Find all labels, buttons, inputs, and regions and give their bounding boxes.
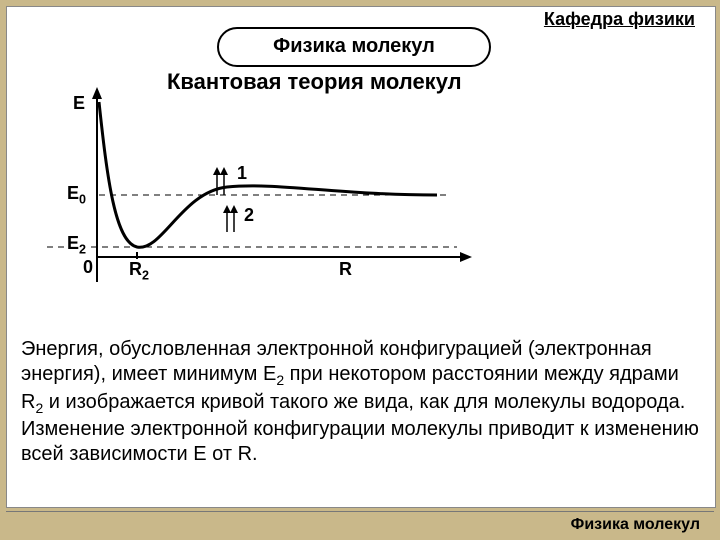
department-label: Кафедра физики xyxy=(544,9,695,30)
p1c: и изображается кривой такого же вида, ка… xyxy=(21,391,699,466)
x-axis-arrow xyxy=(460,252,472,262)
r2-label: R2 xyxy=(127,259,151,283)
e2-text: E xyxy=(67,233,79,253)
e2-sub: 2 xyxy=(79,243,86,257)
x-axis-label: R xyxy=(337,259,354,280)
chart-svg xyxy=(37,87,477,287)
body-text: Энергия, обусловленная электронной конфи… xyxy=(21,337,701,467)
e0-sub: 0 xyxy=(79,193,86,207)
r2-text: R xyxy=(129,259,142,279)
e0-text: E xyxy=(67,183,79,203)
y-axis-label: E xyxy=(71,93,87,114)
y-axis-arrow xyxy=(92,87,102,99)
arrow1-head-a xyxy=(213,167,221,175)
footer-divider xyxy=(6,511,714,512)
footer-text: Физика молекул xyxy=(571,516,700,534)
arrow1-head-b xyxy=(220,167,228,175)
potential-curve xyxy=(99,102,437,247)
e0-label: E0 xyxy=(65,183,88,207)
title-oval: Физика молекул xyxy=(217,27,491,67)
p-sub-a: 2 xyxy=(276,372,284,388)
r2-sub: 2 xyxy=(142,269,149,283)
energy-chart: E E0 E2 0 R2 R 1 2 xyxy=(37,87,477,287)
arrow2-head-a xyxy=(223,205,231,213)
e2-label: E2 xyxy=(65,233,88,257)
zero-label: 0 xyxy=(81,257,95,278)
slide: Кафедра физики Физика молекул Квантовая … xyxy=(6,6,716,508)
arrow2-head-b xyxy=(230,205,238,213)
arrow2-label: 2 xyxy=(242,205,256,226)
arrow1-label: 1 xyxy=(235,163,249,184)
